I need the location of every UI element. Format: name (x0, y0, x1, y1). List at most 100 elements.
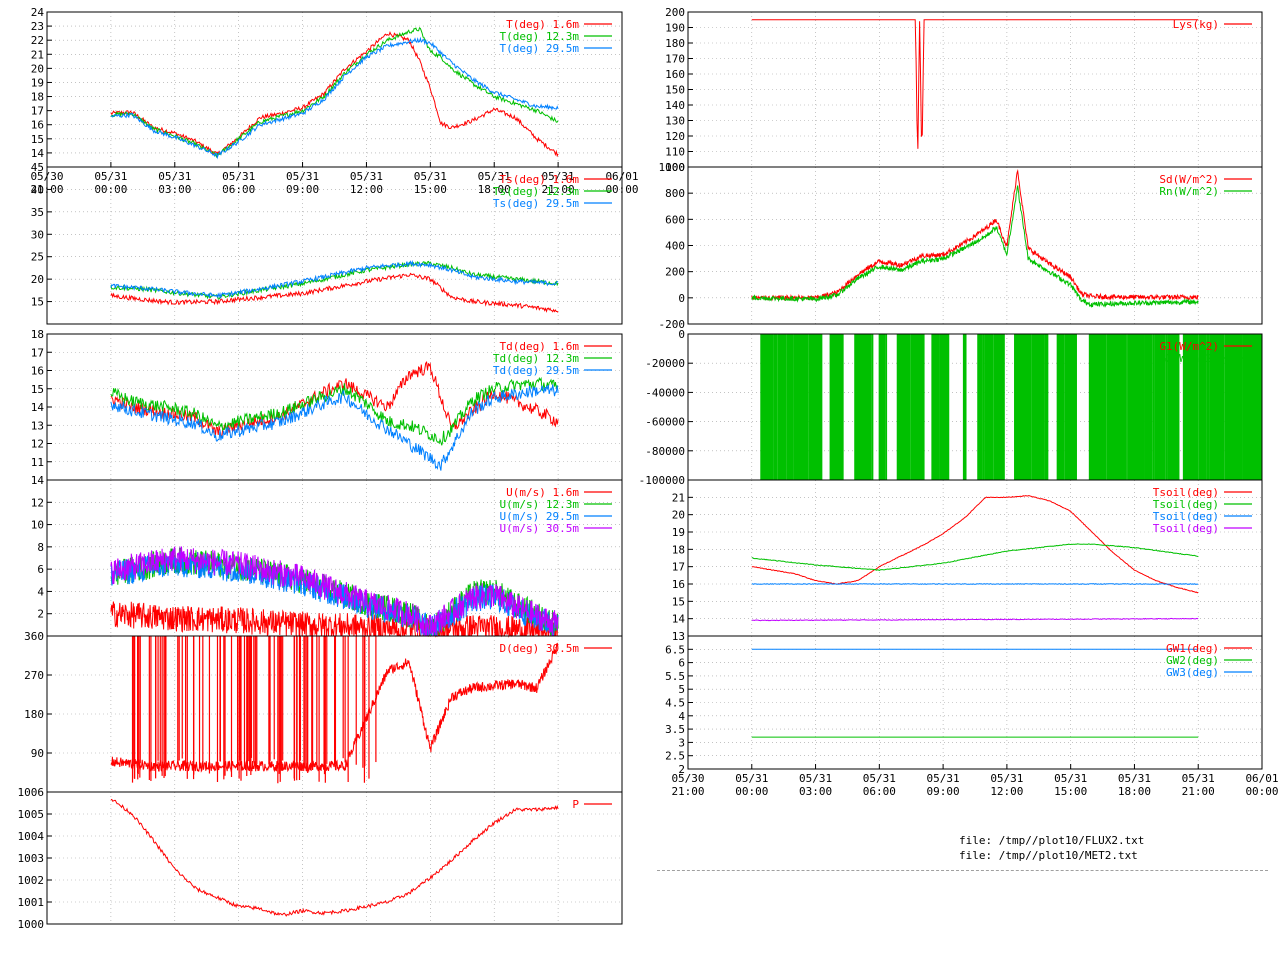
legend-label: T(deg) 1.6m (506, 18, 579, 31)
plot-frame-sonic-temperature (46, 166, 623, 325)
y-tick-label: -20000 (645, 357, 685, 370)
y-axis-radiation: -200 0 200 400 600 800 1000 (659, 161, 693, 331)
y-axis-soil-heat-flux: -100000 -80000 -60000 -40000 -20000 0 (639, 328, 693, 487)
flux-bar (777, 334, 787, 480)
legend-label: GW3(deg) (1166, 666, 1219, 679)
flux-bar (896, 334, 911, 480)
y-tick-label: 1000 (659, 161, 686, 174)
plot-frame-groundwater (687, 635, 1263, 770)
flux-bar (885, 334, 888, 480)
x-tick-date: 05/31 (1182, 772, 1215, 785)
legend-label: P (572, 798, 579, 811)
y-axis-pressure: 1000 1001 1002 1003 1004 1005 1006 (18, 786, 52, 931)
y-tick-label: 15 (31, 296, 44, 309)
x-tick-time: 12:00 (990, 785, 1023, 798)
legend-label: G1(W/m^2) (1159, 340, 1219, 353)
y-tick-label: 5 (678, 683, 685, 696)
flux-bar (793, 334, 809, 480)
series-line-wind-speed-0 (110, 601, 559, 638)
x-tick-date: 05/31 (94, 170, 127, 183)
y-tick-label: 6 (37, 563, 44, 576)
x-tick-time: 21:00 (542, 183, 575, 196)
y-tick-label: 21 (31, 48, 44, 61)
y-tick-label: 1004 (18, 830, 45, 843)
legend-radiation: Sd(W/m^2)Rn(W/m^2) (1159, 173, 1252, 198)
y-tick-label: 270 (24, 669, 44, 682)
panel-lysimeter: 100 110 120 130 140 150 160 170 180 190 200 Lys(kg) (665, 6, 1263, 174)
x-tick-time: 21:00 (671, 785, 704, 798)
y-tick-label: 800 (665, 187, 685, 200)
flux-bar (993, 334, 1005, 480)
flux-bar (786, 334, 794, 480)
y-tick-label: 3.5 (665, 723, 685, 736)
flux-bar (984, 334, 994, 480)
flux-bar (773, 334, 778, 480)
y-tick-label: 3 (678, 736, 685, 749)
legend-label: Tsoil(deg) (1153, 510, 1219, 523)
y-tick-label: 1000 (18, 918, 45, 931)
y-tick-label: 19 (672, 526, 685, 539)
series-line-air-temperature-0 (110, 31, 559, 158)
y-tick-label: 11 (31, 456, 44, 469)
y-tick-label: 6 (678, 657, 685, 670)
legend-label: Tsoil(deg) (1153, 522, 1219, 535)
y-tick-label: 21 (672, 491, 685, 504)
x-tick-time: 21:00 (1182, 785, 1215, 798)
y-tick-label: 4 (37, 585, 44, 598)
legend-label: Td(deg) 1.6m (500, 340, 580, 353)
flux-bar (982, 334, 985, 480)
y-tick-label: -40000 (645, 386, 685, 399)
y-tick-label: 0 (678, 328, 685, 341)
series-line-air-temperature-2 (110, 36, 559, 160)
y-tick-label: -60000 (645, 416, 685, 429)
y-tick-label: 45 (31, 161, 44, 174)
y-tick-label: 6.5 (665, 643, 685, 656)
y-tick-label: 13 (672, 630, 685, 643)
y-tick-label: 90 (31, 747, 44, 760)
legend-groundwater: GW1(deg)GW2(deg)GW3(deg) (1166, 642, 1252, 679)
x-tick-date: 06/01 (1245, 772, 1278, 785)
y-tick-label: 4.5 (665, 697, 685, 710)
y-tick-label: 14 (31, 401, 45, 414)
legend-label: Rn(W/m^2) (1159, 185, 1219, 198)
y-tick-label: 1003 (18, 852, 45, 865)
x-tick-date: 05/31 (990, 772, 1023, 785)
panel-soil-heat-flux: -100000 -80000 -60000 -40000 -20000 0 G1(W/m^2… (639, 328, 1263, 487)
series-line-sonic-temperature-2 (110, 259, 559, 300)
x-tick-time: 09:00 (927, 785, 960, 798)
y-tick-label: 14 (31, 147, 45, 160)
y-tick-label: 16 (31, 365, 44, 378)
y-tick-label: 400 (665, 240, 685, 253)
x-tick-time: 03:00 (799, 785, 832, 798)
y-tick-label: 35 (31, 206, 44, 219)
y-tick-label: 180 (665, 37, 685, 50)
flux-bar (1182, 334, 1199, 480)
x-tick-date: 05/30 (671, 772, 704, 785)
legend-label: Tsoil(deg) (1153, 498, 1219, 511)
y-tick-label: 600 (665, 213, 685, 226)
x-tick-date: 05/31 (222, 170, 255, 183)
flux-bar (1152, 334, 1155, 480)
flux-bar (1165, 334, 1168, 480)
x-tick-date: 05/31 (414, 170, 447, 183)
y-tick-label: 20 (31, 273, 44, 286)
y-tick-label: 30 (31, 228, 44, 241)
flux-bar (871, 334, 874, 480)
y-tick-label: 25 (31, 251, 44, 264)
y-tick-label: 18 (31, 328, 44, 341)
y-tick-label: 12 (31, 496, 44, 509)
flux-bar (1206, 334, 1210, 480)
x-tick-time: 06:00 (863, 785, 896, 798)
y-tick-label: 18 (31, 91, 44, 104)
flux-bar (1044, 334, 1049, 480)
plot-frame-lysimeter (687, 11, 1263, 168)
y-tick-label: 200 (665, 6, 685, 19)
series-line-wind-speed-3 (110, 546, 559, 637)
y-tick-label: 1005 (18, 808, 45, 821)
y-tick-label: 12 (31, 438, 44, 451)
x-tick-date: 05/31 (927, 772, 960, 785)
